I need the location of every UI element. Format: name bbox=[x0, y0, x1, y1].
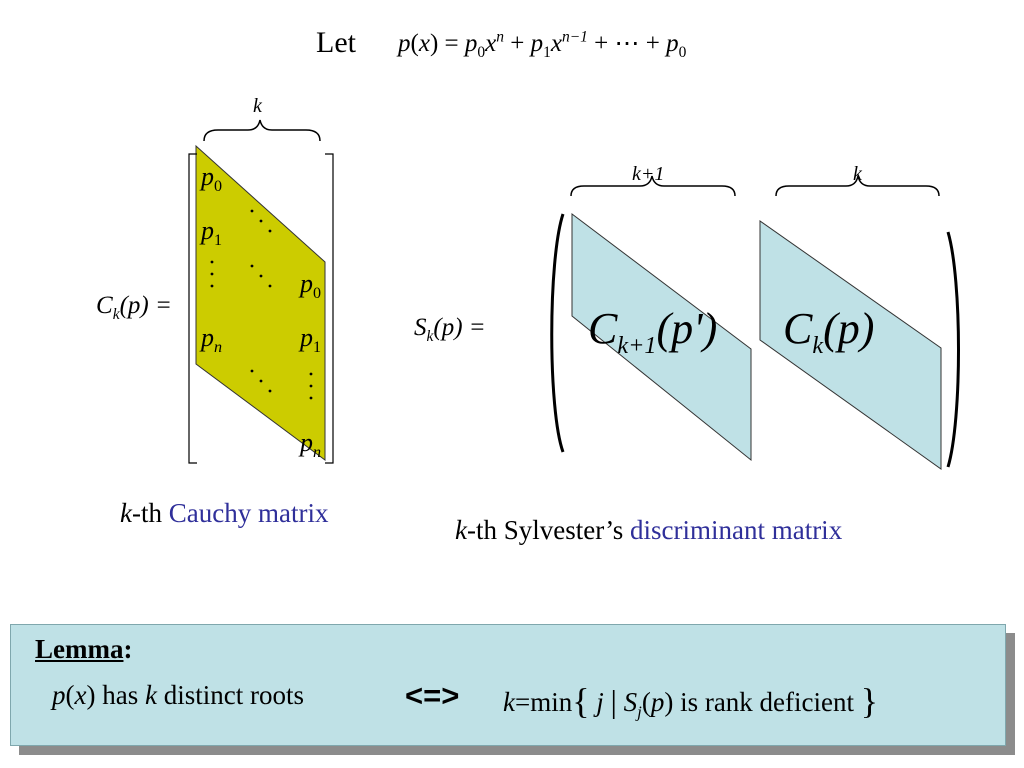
lemma-S-sub: j bbox=[637, 702, 642, 722]
cauchy-caption-k: k bbox=[120, 498, 132, 528]
lemma-rank: is rank deficient bbox=[673, 687, 855, 717]
sylvester-caption-name: discriminant matrix bbox=[629, 515, 843, 545]
formula-p1-sub: 1 bbox=[543, 44, 551, 61]
lemma-statement: p(x) has k distinct roots bbox=[52, 680, 304, 710]
cauchy-lhs: Ck(p) = bbox=[96, 292, 172, 323]
lemma-box bbox=[10, 624, 1006, 746]
sylvester-caption-k: k bbox=[455, 515, 467, 545]
lemma-condition: k=min{ j | Sj(p) is rank deficient } bbox=[503, 681, 879, 722]
cauchy-entry-p1-left: p1 bbox=[201, 216, 223, 250]
sylvester-block1-label: Ck+1(p') bbox=[588, 304, 718, 359]
lemma-rbrace: } bbox=[860, 681, 879, 721]
cauchy-brace-label: k bbox=[253, 95, 262, 117]
formula-n: n bbox=[496, 28, 504, 46]
sylvester-caption: k-th Sylvester’s discriminant matrix bbox=[455, 515, 842, 546]
formula-p0-sub: 0 bbox=[477, 44, 486, 61]
cauchy-entry-p1-right: p1 bbox=[300, 323, 322, 357]
lemma-x: x bbox=[74, 680, 87, 710]
formula-dots: + ⋯ + bbox=[594, 30, 660, 57]
cauchy-entry-pn-left: pn bbox=[201, 323, 223, 357]
sylvester-caption-th: -th Sylvester’s bbox=[466, 515, 630, 545]
lemma-heading: Lemma: bbox=[35, 634, 132, 665]
cauchy-dots bbox=[210, 209, 313, 400]
sylvester-brace-left-label: k+1 bbox=[632, 163, 665, 185]
title-formula: p(x) = p0xn + p1xn−1 + ⋯ + p0 bbox=[398, 28, 687, 61]
formula-p: p bbox=[398, 30, 411, 57]
sylvester-block-1 bbox=[571, 212, 752, 462]
cauchy-entry-p0-left: p0 bbox=[201, 162, 223, 196]
formula-plast-sub: 0 bbox=[678, 44, 687, 61]
formula-x: x bbox=[418, 30, 430, 57]
cauchy-lhs-C: C bbox=[96, 292, 113, 319]
cauchy-top-brace bbox=[203, 119, 321, 142]
cauchy-lhs-sub: k bbox=[112, 306, 120, 323]
lemma-colon: : bbox=[123, 634, 133, 664]
sylvester-block2-label: Ck(p) bbox=[783, 304, 875, 359]
cauchy-lhs-arg: (p) = bbox=[119, 292, 172, 319]
formula-xn: x bbox=[485, 30, 497, 57]
lemma-j: j bbox=[596, 687, 604, 717]
sylvester-lhs-S: S bbox=[414, 314, 427, 341]
cauchy-caption-name: Cauchy matrix bbox=[168, 498, 329, 528]
cauchy-caption: k-th Cauchy matrix bbox=[120, 498, 328, 529]
title-let: Let bbox=[316, 26, 356, 59]
sylvester-right-paren bbox=[946, 231, 960, 468]
sylvester-lhs: Sk(p) = bbox=[414, 314, 486, 345]
cauchy-entry-p0-right: p0 bbox=[300, 269, 322, 303]
lemma-has: has bbox=[95, 680, 145, 710]
cauchy-matrix-band bbox=[195, 144, 326, 461]
lemma-k2: k bbox=[503, 687, 515, 717]
cauchy-entry-pn-right: pn bbox=[300, 428, 322, 462]
lemma-eq-min: =min bbox=[514, 687, 573, 717]
cauchy-right-bracket bbox=[325, 153, 334, 464]
sylvester-lhs-sub: k bbox=[426, 328, 434, 345]
sylvester-brace-left bbox=[570, 175, 736, 197]
cauchy-left-bracket bbox=[188, 153, 197, 464]
formula-p0: p bbox=[464, 30, 478, 57]
lemma-bar: | bbox=[610, 683, 617, 719]
lemma-S: S bbox=[623, 687, 638, 717]
sylvester-left-paren bbox=[550, 213, 565, 453]
lemma-heading-text: Lemma bbox=[35, 634, 124, 664]
sylvester-brace-right bbox=[775, 175, 940, 197]
formula-p1: p bbox=[530, 30, 544, 57]
formula-xn1: x bbox=[550, 30, 562, 57]
lemma-p: p bbox=[52, 680, 66, 710]
lemma-k: k bbox=[144, 680, 157, 710]
sylvester-lhs-arg: (p) = bbox=[433, 314, 486, 341]
formula-n1: n−1 bbox=[561, 28, 588, 46]
sylvester-block-2 bbox=[759, 220, 942, 470]
formula-plast: p bbox=[666, 30, 679, 57]
lemma-arrow: <=> bbox=[405, 678, 460, 713]
cauchy-caption-th: -th bbox=[131, 498, 169, 528]
lemma-p2: p bbox=[650, 687, 665, 717]
lemma-distinct: distinct roots bbox=[156, 680, 304, 710]
lemma-lbrace: { bbox=[572, 681, 590, 721]
sylvester-brace-right-label: k bbox=[853, 163, 862, 185]
